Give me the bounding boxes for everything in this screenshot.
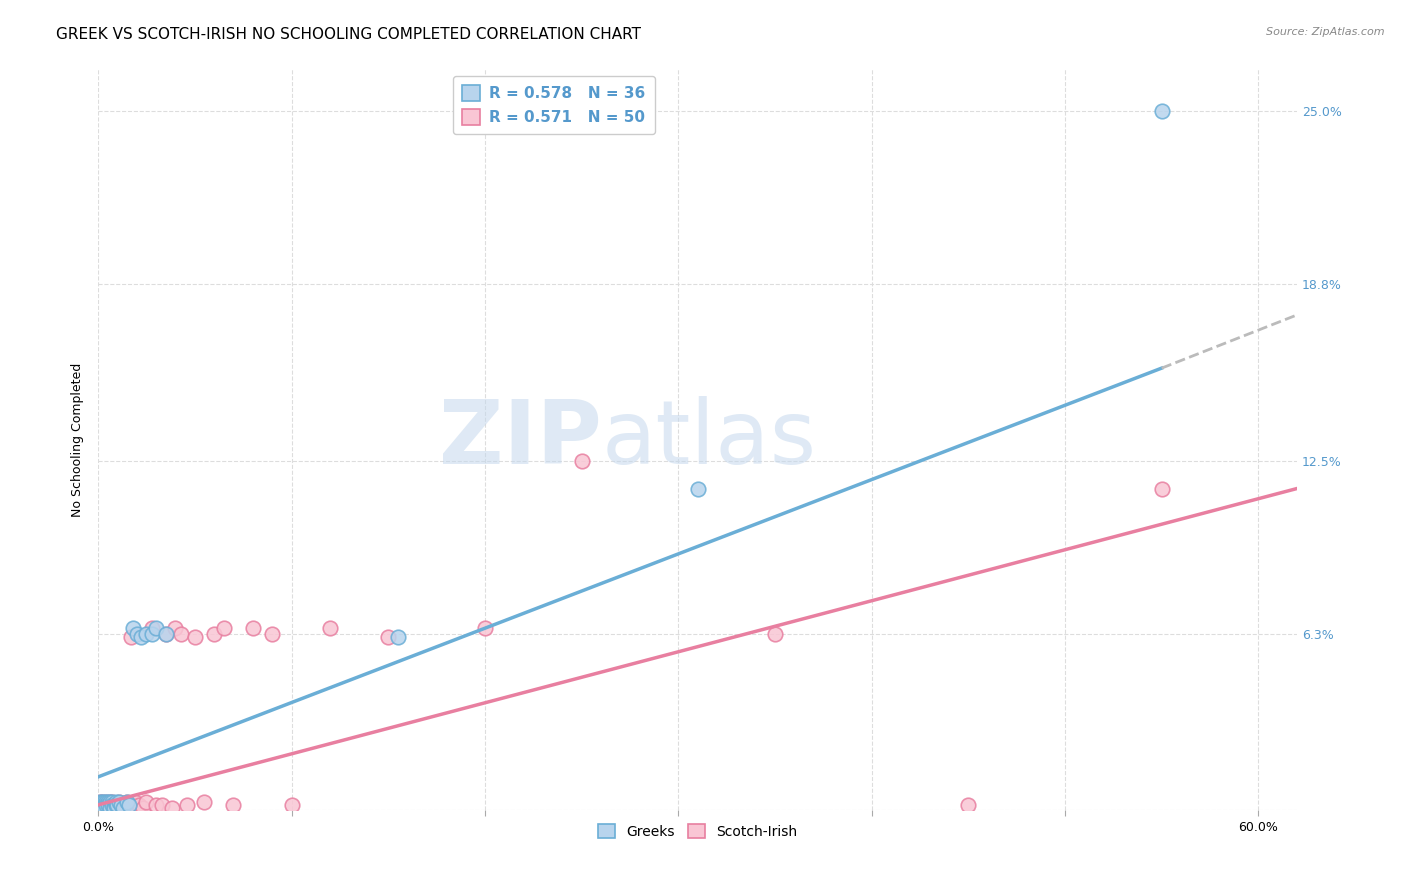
- Point: [100, 795, 122, 809]
- Point: [110, 797, 132, 812]
- Point: [118, 797, 141, 812]
- Point: [100, 795, 122, 809]
- Point: [93, 795, 115, 809]
- Point: [242, 622, 264, 636]
- Point: [122, 622, 145, 636]
- Point: [128, 797, 150, 812]
- Point: [100, 797, 122, 812]
- Legend: Greeks, Scotch-Irish: Greeks, Scotch-Irish: [592, 819, 803, 845]
- Point: [571, 453, 593, 467]
- Point: [184, 630, 207, 644]
- Point: [957, 797, 980, 812]
- Point: [262, 627, 284, 641]
- Point: [1150, 103, 1173, 118]
- Point: [107, 797, 129, 812]
- Point: [93, 800, 115, 814]
- Point: [176, 797, 198, 812]
- Point: [103, 797, 125, 812]
- Point: [112, 800, 135, 814]
- Point: [97, 797, 120, 812]
- Point: [97, 800, 120, 814]
- Point: [118, 797, 141, 812]
- Point: [763, 627, 786, 641]
- Point: [94, 795, 117, 809]
- Point: [170, 627, 193, 641]
- Point: [98, 797, 121, 812]
- Point: [93, 797, 115, 812]
- Y-axis label: No Schooling Completed: No Schooling Completed: [72, 362, 84, 516]
- Point: [686, 482, 709, 496]
- Point: [94, 797, 117, 812]
- Point: [319, 622, 342, 636]
- Text: atlas: atlas: [602, 396, 817, 483]
- Point: [89, 795, 111, 809]
- Point: [93, 800, 115, 814]
- Point: [150, 797, 173, 812]
- Point: [145, 797, 167, 812]
- Point: [100, 800, 122, 814]
- Point: [387, 630, 409, 644]
- Point: [160, 800, 183, 814]
- Point: [104, 795, 127, 809]
- Point: [89, 797, 111, 812]
- Point: [145, 622, 167, 636]
- Point: [115, 795, 138, 809]
- Point: [141, 627, 163, 641]
- Point: [135, 795, 157, 809]
- Point: [89, 797, 111, 812]
- Point: [91, 795, 114, 809]
- Point: [91, 797, 114, 812]
- Point: [103, 800, 125, 814]
- Point: [124, 795, 146, 809]
- Point: [89, 795, 111, 809]
- Point: [104, 797, 127, 812]
- Text: Source: ZipAtlas.com: Source: ZipAtlas.com: [1267, 27, 1385, 37]
- Point: [108, 795, 131, 809]
- Point: [135, 627, 157, 641]
- Point: [93, 797, 115, 812]
- Point: [165, 622, 187, 636]
- Point: [141, 622, 163, 636]
- Point: [98, 795, 121, 809]
- Point: [222, 797, 245, 812]
- Point: [97, 797, 120, 812]
- Point: [112, 797, 135, 812]
- Point: [108, 795, 131, 809]
- Point: [131, 800, 153, 814]
- Point: [104, 797, 127, 812]
- Point: [120, 630, 142, 644]
- Point: [129, 630, 152, 644]
- Point: [155, 627, 177, 641]
- Point: [212, 622, 235, 636]
- Point: [377, 630, 399, 644]
- Point: [91, 800, 114, 814]
- Point: [110, 800, 132, 814]
- Text: ZIP: ZIP: [439, 396, 602, 483]
- Point: [1150, 482, 1173, 496]
- Point: [155, 627, 177, 641]
- Point: [193, 795, 215, 809]
- Point: [94, 795, 117, 809]
- Point: [280, 797, 302, 812]
- Point: [115, 795, 138, 809]
- Point: [91, 800, 114, 814]
- Point: [125, 627, 148, 641]
- Point: [103, 797, 125, 812]
- Point: [202, 627, 225, 641]
- Point: [94, 797, 117, 812]
- Point: [98, 795, 121, 809]
- Point: [107, 797, 129, 812]
- Text: GREEK VS SCOTCH-IRISH NO SCHOOLING COMPLETED CORRELATION CHART: GREEK VS SCOTCH-IRISH NO SCHOOLING COMPL…: [56, 27, 641, 42]
- Point: [91, 795, 114, 809]
- Point: [97, 795, 120, 809]
- Point: [474, 622, 496, 636]
- Point: [98, 800, 121, 814]
